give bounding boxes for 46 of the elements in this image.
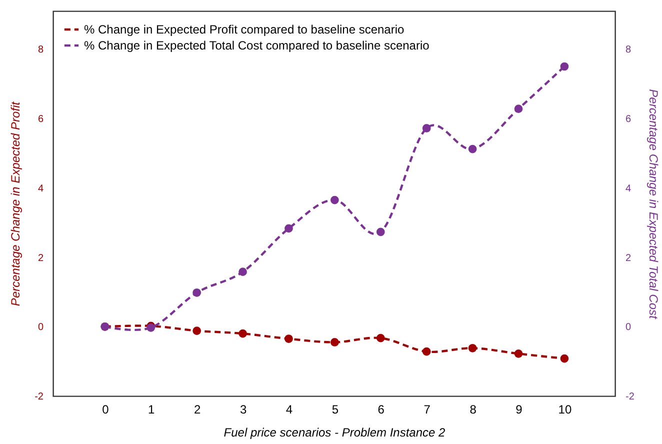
- x-tick-label: 9: [516, 402, 523, 416]
- x-tick-label: 3: [240, 402, 247, 416]
- y-tick-label: 8: [38, 44, 44, 56]
- x-tick-label: 1: [148, 402, 156, 416]
- point: [284, 334, 293, 343]
- point: [330, 196, 339, 204]
- point: [560, 62, 569, 71]
- point: [560, 354, 569, 363]
- x-tick-label: 8: [470, 402, 477, 416]
- point: [284, 224, 293, 233]
- point: [468, 144, 477, 154]
- y2-axis-title: Percentage Change in Expected Total Cost: [646, 89, 660, 320]
- x-axis-title: Fuel price scenarios - Problem Instance 2: [224, 426, 446, 440]
- point: [192, 288, 202, 297]
- x-tick-label: 4: [286, 402, 293, 416]
- x-tick-label: 10: [558, 402, 572, 416]
- point: [422, 347, 431, 356]
- point: [238, 268, 247, 276]
- point: [514, 350, 523, 358]
- y-tick-label: -2: [34, 392, 44, 402]
- point: [192, 326, 202, 335]
- y2-tick-label: -2: [626, 392, 635, 402]
- y2-tick-label: 0: [626, 322, 632, 334]
- point: [514, 104, 523, 113]
- legend-label: % Change in Expected Profit compared to baseline scenario: [84, 22, 405, 36]
- legend-label: % Change in Expected Total Cost compared to baseline scenario: [84, 38, 430, 52]
- y-tick-label: 6: [38, 114, 44, 126]
- y2-tick-label: 4: [626, 183, 632, 194]
- x-tick-label: 0: [102, 402, 110, 416]
- y-tick-label: 0: [38, 322, 44, 334]
- point: [330, 338, 339, 346]
- point: [422, 124, 431, 132]
- x-tick-label: 6: [378, 402, 385, 416]
- y2-tick-label: 6: [626, 114, 632, 126]
- y2-tick-label: 2: [626, 252, 632, 264]
- y2-tick-label: 8: [626, 44, 632, 56]
- x-tick-label: 5: [332, 402, 339, 416]
- y-tick-label: 2: [38, 252, 44, 264]
- point: [238, 329, 247, 338]
- x-tick-label: 7: [424, 402, 431, 416]
- point: [376, 228, 385, 236]
- y-tick-label: 4: [38, 183, 44, 194]
- point: [468, 344, 477, 352]
- point: [376, 334, 385, 342]
- x-tick-label: 2: [194, 402, 201, 416]
- y-axis-title: Percentage Change in Expected Profit: [8, 101, 23, 306]
